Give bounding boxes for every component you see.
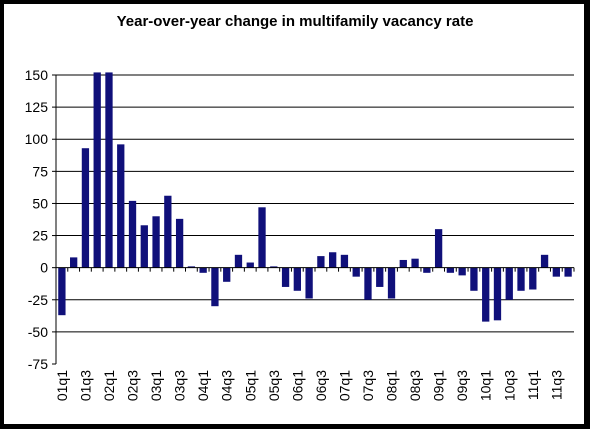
bar-11q3 (552, 267, 560, 277)
x-tick-label: 09q1 (431, 370, 447, 401)
x-tick-label: 11q3 (548, 370, 564, 400)
bar-03q1 (152, 216, 160, 268)
bar-07q4 (376, 267, 384, 287)
bar-05q3 (270, 266, 278, 268)
bar-10q2 (493, 267, 502, 321)
x-tick-label: 04q3 (219, 370, 235, 401)
x-tick-label: 02q3 (125, 370, 141, 401)
bar-01q4 (93, 72, 101, 268)
bar-01q2 (70, 257, 78, 268)
y-tick-label: 0 (40, 260, 48, 276)
y-tick-label: -50 (28, 324, 48, 340)
x-tick-label: 10q1 (478, 370, 494, 401)
x-tick-label: 03q3 (172, 370, 188, 401)
bar-09q2 (446, 267, 455, 273)
bar-11q1 (529, 267, 537, 290)
bar-10q3 (505, 267, 513, 300)
x-tick-label: 06q1 (289, 370, 305, 401)
x-tick-label: 08q3 (407, 370, 423, 401)
bar-06q4 (329, 252, 337, 268)
bar-07q3 (364, 267, 372, 300)
bar-08q1 (387, 267, 396, 299)
bar-07q2 (352, 267, 360, 277)
bar-04q1 (199, 267, 207, 273)
x-tick-label: 07q1 (336, 370, 352, 401)
bar-02q4 (140, 225, 148, 268)
bar-01q1 (58, 267, 66, 316)
x-tick-label: 01q1 (54, 370, 70, 401)
y-tick-label: 75 (32, 163, 48, 179)
bar-06q1 (293, 267, 301, 291)
x-tick-label: 07q3 (360, 370, 376, 401)
bar-09q1 (434, 229, 443, 268)
x-tick-label: 02q1 (101, 370, 117, 401)
bar-09q3 (458, 267, 466, 276)
bar-08q3 (411, 258, 419, 268)
bar-01q3 (81, 148, 90, 268)
x-tick-label: 03q1 (148, 370, 164, 401)
y-tick-label: 25 (32, 228, 48, 244)
bar-11q4 (564, 267, 572, 277)
bar-02q1 (105, 72, 113, 268)
bar-11q2 (540, 254, 549, 268)
x-tick-label: 06q3 (313, 370, 329, 401)
bar-05q2 (258, 207, 266, 268)
bar-04q3 (223, 267, 231, 282)
x-tick-label: 08q1 (384, 370, 400, 401)
bar-02q2 (117, 144, 125, 268)
bar-06q3 (317, 256, 325, 268)
bar-05q4 (281, 267, 290, 287)
y-tick-label: 100 (25, 131, 49, 147)
y-tick-label: 125 (25, 99, 49, 115)
bar-05q1 (246, 262, 254, 268)
x-tick-label: 04q1 (195, 370, 211, 401)
x-tick-label: 01q3 (77, 370, 93, 401)
x-tick-label: 11q1 (525, 370, 541, 400)
x-tick-label: 10q3 (501, 370, 517, 401)
bar-03q4 (187, 266, 196, 268)
y-tick-label: -25 (28, 292, 48, 308)
x-tick-label: 05q3 (266, 370, 282, 401)
bar-08q2 (399, 259, 407, 268)
bar-07q1 (340, 254, 349, 268)
bar-10q1 (482, 267, 490, 322)
bar-04q4 (234, 254, 243, 268)
bar-04q2 (211, 267, 219, 307)
bar-02q3 (128, 200, 137, 268)
bar-03q3 (175, 218, 184, 268)
bar-09q4 (470, 267, 478, 291)
y-tick-label: -75 (28, 356, 48, 372)
bar-10q4 (517, 267, 525, 291)
x-tick-label: 09q3 (454, 370, 470, 401)
bar-03q2 (164, 195, 172, 268)
y-tick-label: 50 (32, 195, 48, 211)
bar-08q4 (423, 267, 431, 273)
bar-06q2 (305, 267, 313, 299)
chart-title: Year-over-year change in multifamily vac… (116, 13, 474, 30)
y-tick-label: 150 (25, 67, 49, 83)
x-tick-label: 05q1 (242, 370, 258, 401)
